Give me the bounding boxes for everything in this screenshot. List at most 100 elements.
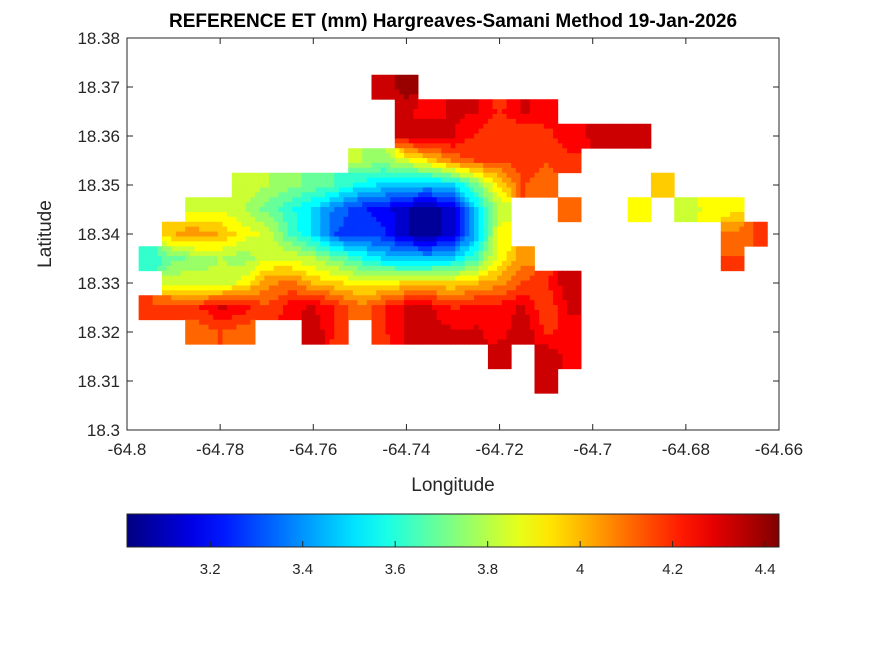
heatmap-cell <box>194 280 200 286</box>
heatmap-cell <box>343 172 349 179</box>
heatmap-cell <box>422 319 428 326</box>
heatmap-cell <box>217 309 223 316</box>
heatmap-cell <box>352 177 358 183</box>
heatmap-cell <box>166 280 172 286</box>
heatmap-cell <box>292 207 298 213</box>
heatmap-cell <box>362 216 368 223</box>
heatmap-cell <box>348 153 354 159</box>
heatmap-cell <box>553 358 559 365</box>
heatmap-cell <box>329 241 335 247</box>
heatmap-cell <box>320 300 326 306</box>
heatmap-cell <box>320 172 326 179</box>
heatmap-cell <box>269 246 275 252</box>
heatmap-cell <box>418 251 424 257</box>
heatmap-cell <box>511 128 517 134</box>
heatmap-cell <box>227 216 233 223</box>
heatmap-cell <box>739 202 745 208</box>
heatmap-cell <box>255 231 261 237</box>
heatmap-cell <box>264 309 270 316</box>
heatmap-cell <box>250 226 256 232</box>
heatmap-cell <box>730 256 736 262</box>
heatmap-cell <box>171 231 177 237</box>
heatmap-cell <box>571 143 577 149</box>
heatmap-cell <box>310 246 317 252</box>
heatmap-cell <box>478 319 484 326</box>
heatmap-cell <box>320 329 326 335</box>
heatmap-cell <box>618 123 624 130</box>
heatmap-cell <box>394 290 400 296</box>
heatmap-cell <box>548 295 554 301</box>
heatmap-cell <box>432 172 438 179</box>
heatmap-cell <box>515 256 521 262</box>
heatmap-cell <box>464 256 470 262</box>
heatmap-cell <box>604 123 610 130</box>
heatmap-cell <box>390 334 396 340</box>
heatmap-cell <box>147 265 154 272</box>
heatmap-cell <box>287 300 293 306</box>
heatmap-cell <box>529 158 535 164</box>
heatmap-cell <box>138 314 144 321</box>
heatmap-cell <box>492 358 498 365</box>
heatmap-cell <box>175 280 181 286</box>
heatmap-cell <box>501 256 507 262</box>
heatmap-cell <box>217 211 223 218</box>
heatmap-cell <box>371 148 377 154</box>
heatmap-cell <box>529 138 535 144</box>
heatmap-cell <box>646 123 652 130</box>
heatmap-cell <box>199 339 205 345</box>
heatmap-cell <box>320 285 326 291</box>
heatmap-cell <box>553 158 559 164</box>
heatmap-cell <box>562 275 568 281</box>
heatmap-cell <box>478 138 484 144</box>
heatmap-cell <box>138 265 144 272</box>
heatmap-cell <box>255 300 261 306</box>
heatmap-cell <box>432 295 438 301</box>
heatmap-cell <box>259 202 265 208</box>
heatmap-cell <box>324 221 330 228</box>
heatmap-cell <box>590 133 596 139</box>
heatmap-cell <box>366 182 372 188</box>
heatmap-cell <box>241 177 247 183</box>
heatmap-cell <box>171 295 177 301</box>
heatmap-cell <box>478 339 484 345</box>
heatmap-cell <box>525 182 531 188</box>
heatmap-cell <box>250 309 256 316</box>
heatmap-cell <box>217 275 223 281</box>
heatmap-cell <box>394 123 400 130</box>
heatmap-cell <box>562 211 568 218</box>
heatmap-cell <box>446 162 452 169</box>
heatmap-cell <box>427 162 433 169</box>
heatmap-cell <box>371 305 377 311</box>
heatmap-cell <box>539 118 545 125</box>
heatmap-cell <box>189 211 195 218</box>
heatmap-cell <box>236 211 242 218</box>
heatmap-cell <box>185 241 191 247</box>
heatmap-cell <box>213 309 219 316</box>
heatmap-cell <box>362 295 368 301</box>
heatmap-cell <box>487 265 493 272</box>
heatmap-cell <box>436 251 442 257</box>
heatmap-cell <box>543 373 549 379</box>
heatmap-cell <box>278 260 284 267</box>
heatmap-cell <box>287 290 293 296</box>
heatmap-cell <box>161 260 167 267</box>
heatmap-cell <box>418 104 424 110</box>
heatmap-cell <box>264 314 270 321</box>
heatmap-cell <box>390 295 396 301</box>
heatmap-cell <box>180 275 186 281</box>
heatmap-cell <box>483 260 489 267</box>
heatmap-cell <box>483 319 489 326</box>
heatmap-cell <box>539 192 545 198</box>
heatmap-cell <box>203 246 209 252</box>
heatmap-cell <box>557 202 563 208</box>
heatmap-cell <box>446 202 452 208</box>
heatmap-cell <box>567 133 573 139</box>
heatmap-cell <box>343 265 349 272</box>
heatmap-cell <box>497 143 503 149</box>
heatmap-cell <box>418 113 424 120</box>
heatmap-cell <box>473 251 480 257</box>
heatmap-cell <box>343 305 349 311</box>
heatmap-cell <box>380 153 386 159</box>
heatmap-cell <box>427 211 433 218</box>
heatmap-cell <box>348 241 354 247</box>
